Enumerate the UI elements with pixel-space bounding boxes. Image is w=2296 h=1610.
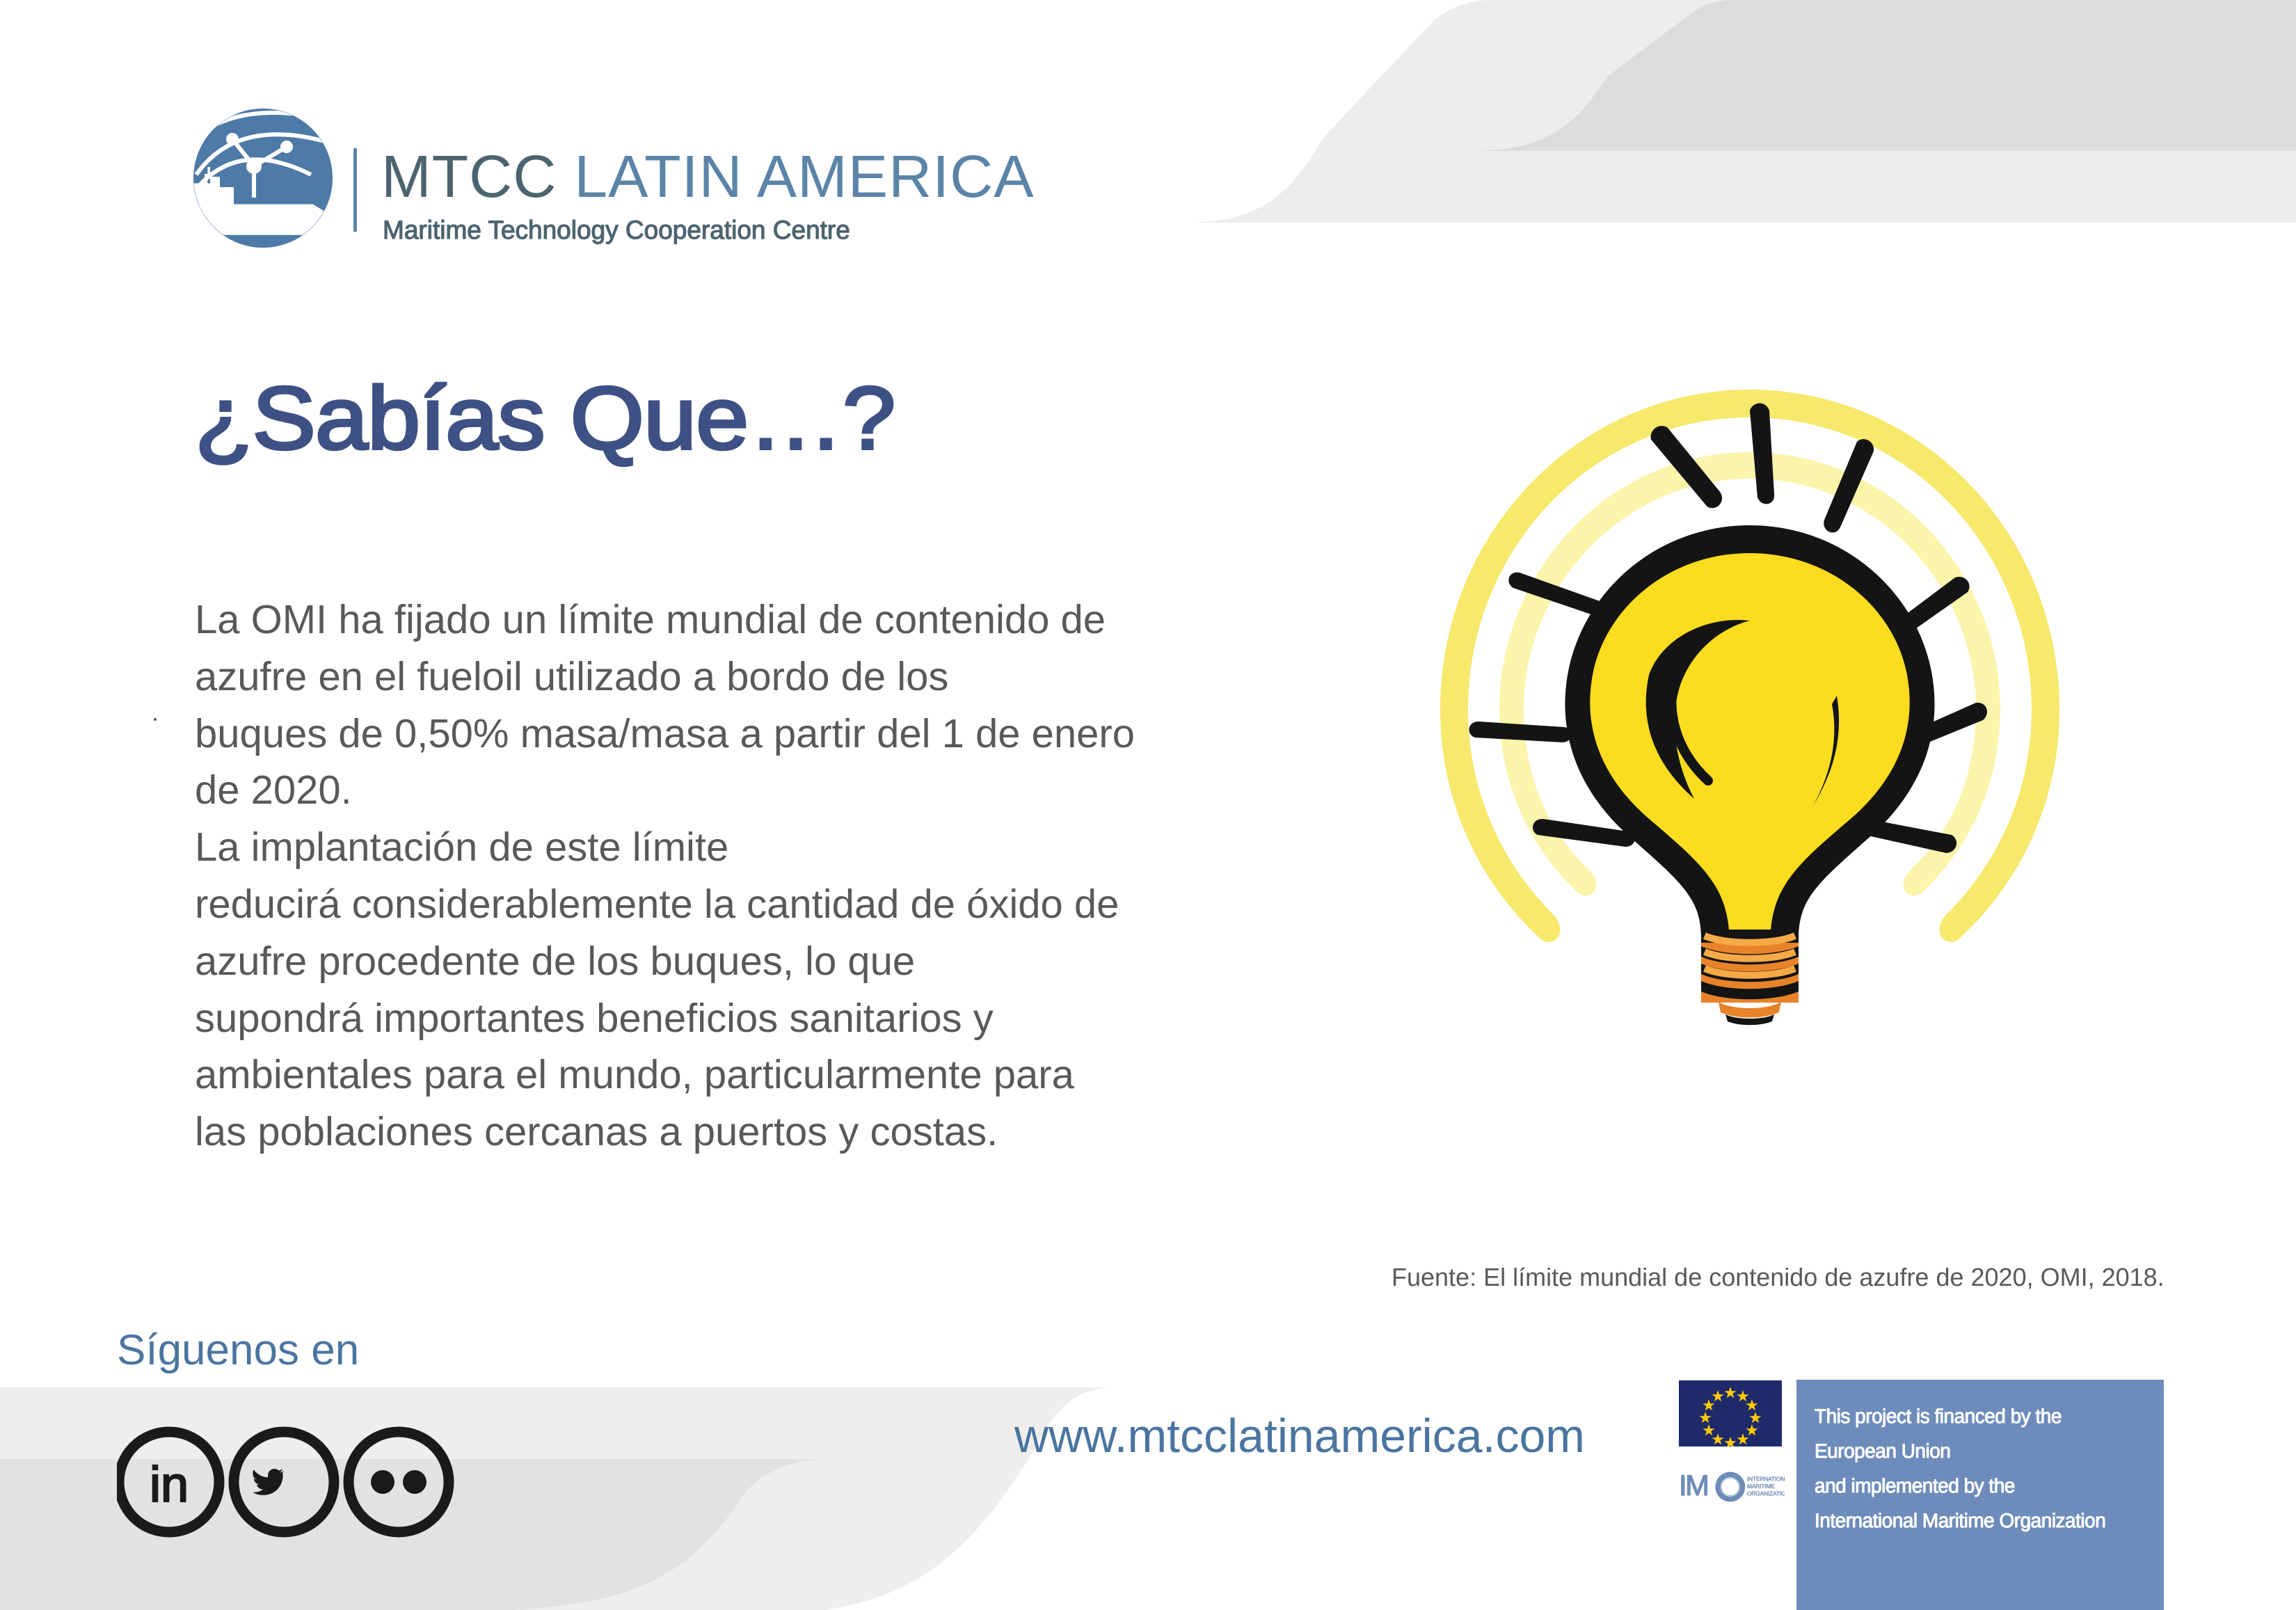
svg-text:MARITIME: MARITIME: [1747, 1483, 1775, 1490]
svg-text:INTERNATIONAL: INTERNATIONAL: [1747, 1476, 1785, 1483]
svg-text:IM: IM: [1679, 1469, 1707, 1501]
svg-text:in: in: [150, 1457, 189, 1513]
svg-text:ORGANIZATION: ORGANIZATION: [1747, 1490, 1785, 1497]
